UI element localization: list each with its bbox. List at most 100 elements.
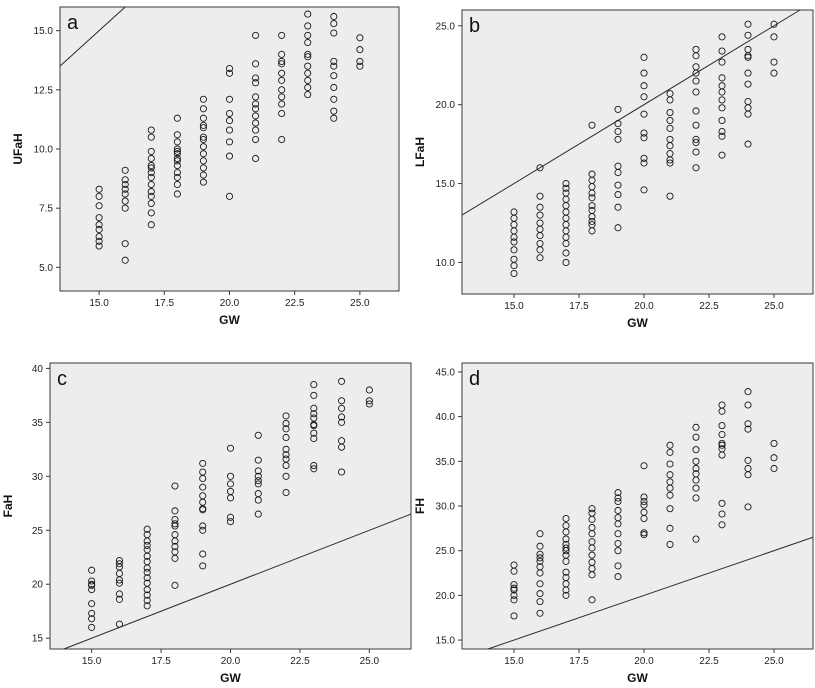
data-point (770, 20, 778, 28)
x-tick-label: 25.0 (350, 298, 370, 309)
data-point (692, 88, 700, 96)
data-point (143, 537, 151, 545)
data-point (365, 386, 373, 394)
data-point (225, 69, 234, 77)
data-point (310, 429, 318, 437)
data-point (536, 211, 544, 219)
data-point (143, 525, 151, 533)
data-point (147, 188, 155, 196)
data-point (304, 31, 312, 39)
data-point (692, 535, 700, 543)
x-tick-label: 17.5 (569, 301, 589, 312)
data-point (330, 62, 338, 70)
data-point (330, 83, 338, 92)
data-point (147, 180, 155, 189)
y-tick-label: 20.0 (436, 591, 456, 602)
data-point (282, 445, 290, 453)
data-point (199, 474, 207, 483)
data-point (254, 477, 262, 485)
data-point (562, 528, 570, 536)
data-point (588, 213, 596, 221)
data-point (356, 34, 364, 42)
data-point (744, 53, 752, 61)
data-point (510, 269, 518, 278)
data-point (225, 192, 234, 200)
data-point (199, 550, 207, 558)
data-point (536, 164, 544, 172)
data-point (770, 69, 778, 77)
data-point (692, 464, 700, 473)
x-tick-label: 17.5 (569, 656, 589, 667)
data-point (121, 180, 129, 189)
data-point (718, 151, 726, 159)
data-point (173, 157, 181, 165)
data-point (510, 262, 518, 270)
data-point (640, 493, 648, 501)
data-point (692, 494, 700, 502)
data-point (304, 69, 312, 77)
data-point (692, 45, 700, 53)
x-tick-label: 17.5 (151, 656, 171, 667)
data-point (614, 562, 622, 570)
data-point (588, 596, 596, 604)
data-point (282, 461, 290, 470)
data-point (147, 162, 155, 170)
data-point (278, 86, 286, 94)
data-point (199, 143, 207, 151)
data-point (666, 524, 674, 532)
data-point (171, 537, 179, 545)
data-point (304, 91, 312, 99)
data-point (562, 239, 570, 248)
data-point (121, 256, 129, 264)
x-tick-label: 22.5 (290, 656, 310, 667)
x-tick-label: 20.0 (634, 656, 654, 667)
data-point (338, 418, 346, 426)
data-point (173, 169, 181, 177)
y-tick-label: 7.5 (39, 204, 53, 215)
plot-area (461, 9, 814, 295)
data-point (330, 95, 338, 103)
data-point (199, 178, 207, 186)
x-tick-label: 25.0 (360, 656, 380, 667)
data-point (115, 579, 123, 587)
data-point (588, 544, 596, 552)
data-point (282, 472, 290, 480)
y-tick-label: 45.0 (436, 367, 456, 378)
data-point (252, 93, 260, 101)
data-point (143, 602, 151, 610)
data-point (95, 192, 103, 200)
data-point (310, 461, 318, 470)
data-point (536, 557, 544, 565)
data-point (254, 496, 262, 504)
x-tick-label: 22.5 (699, 656, 719, 667)
data-point (536, 232, 544, 240)
data-point (356, 46, 364, 54)
y-tick-label: 10.0 (436, 258, 456, 269)
data-point (226, 494, 235, 502)
data-point (310, 391, 318, 399)
panel-label: b (469, 15, 480, 37)
y-tick-label: 5.0 (39, 263, 53, 274)
data-point (282, 451, 290, 459)
data-point (95, 214, 103, 222)
data-point (640, 497, 648, 506)
data-point (199, 505, 207, 513)
data-point (692, 476, 700, 484)
data-point (338, 413, 346, 421)
data-point (226, 513, 235, 521)
data-point (692, 121, 700, 129)
data-point (278, 109, 286, 118)
data-point (744, 69, 752, 77)
data-point (173, 114, 181, 122)
data-point (614, 168, 622, 177)
x-tick-label: 15.0 (82, 656, 102, 667)
plot-area (49, 362, 412, 650)
data-point (282, 412, 290, 420)
y-tick-label: 10.0 (34, 145, 54, 156)
data-point (718, 104, 726, 112)
data-point (614, 181, 622, 189)
data-point (588, 194, 596, 202)
data-point (536, 609, 544, 617)
data-point (640, 501, 648, 509)
